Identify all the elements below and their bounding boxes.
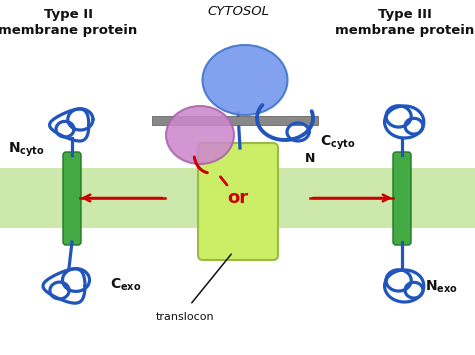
Text: or: or xyxy=(228,189,248,207)
Ellipse shape xyxy=(202,45,287,115)
FancyBboxPatch shape xyxy=(198,143,278,260)
Bar xyxy=(152,115,318,125)
FancyBboxPatch shape xyxy=(393,152,411,245)
Text: N$_{\mathregular{exo}}$: N$_{\mathregular{exo}}$ xyxy=(425,279,458,295)
FancyBboxPatch shape xyxy=(63,152,81,245)
Text: N: N xyxy=(305,152,315,164)
Bar xyxy=(0,168,475,228)
Text: N$_{\mathregular{cyto}}$: N$_{\mathregular{cyto}}$ xyxy=(8,141,45,159)
Ellipse shape xyxy=(166,106,234,164)
Text: Type III
membrane protein: Type III membrane protein xyxy=(335,8,475,37)
Text: translocon: translocon xyxy=(156,312,214,322)
Text: C$_{\mathregular{cyto}}$: C$_{\mathregular{cyto}}$ xyxy=(320,134,355,152)
Text: C$_{\mathregular{exo}}$: C$_{\mathregular{exo}}$ xyxy=(110,277,142,293)
Text: Type II
membrane protein: Type II membrane protein xyxy=(0,8,138,37)
Text: CYTOSOL: CYTOSOL xyxy=(207,5,269,18)
